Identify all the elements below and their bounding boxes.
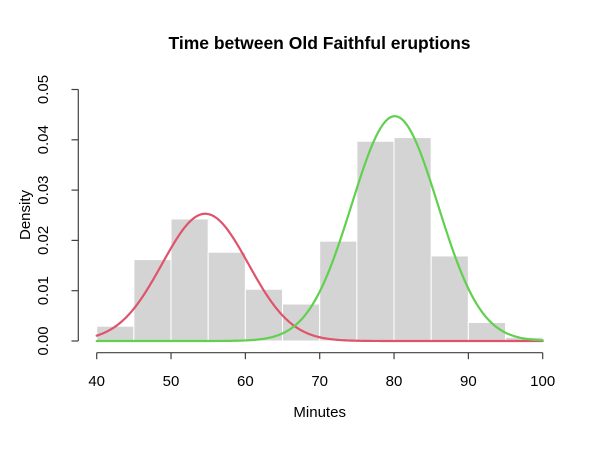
x-tick-label: 100 xyxy=(530,373,555,390)
x-tick-label: 70 xyxy=(311,373,328,390)
tick-labels: 40 50 60 70 80 90 100 0.00 0.01 0.02 0.03 0.04 0.05 xyxy=(35,75,555,390)
density-curves xyxy=(95,115,544,343)
x-tick-label: 50 xyxy=(163,373,180,390)
y-tick-label: 0.02 xyxy=(35,226,52,255)
density-curve-mixture-component-1 xyxy=(95,212,544,343)
x-tick-label: 40 xyxy=(88,373,105,390)
y-tick-label: 0.03 xyxy=(35,175,52,204)
y-tick-label: 0.04 xyxy=(35,125,52,154)
x-tick-label: 60 xyxy=(237,373,254,390)
chart-title: Time between Old Faithful eruptions xyxy=(168,33,470,53)
histogram-bar xyxy=(430,255,469,342)
x-tick-label: 90 xyxy=(460,373,477,390)
histogram-bars xyxy=(96,137,544,342)
y-tick-label: 0.00 xyxy=(35,326,52,355)
y-tick-label: 0.01 xyxy=(35,276,52,305)
histogram-bar xyxy=(170,218,209,342)
x-axis-label: Minutes xyxy=(293,404,346,421)
histogram-bar xyxy=(319,240,358,342)
y-axis-label: Density xyxy=(17,189,34,240)
histogram-bar xyxy=(467,321,507,342)
histogram-bar xyxy=(207,251,246,342)
density-curve-mixture-component-2 xyxy=(95,115,544,343)
y-tick-label: 0.05 xyxy=(35,75,52,104)
x-tick-label: 80 xyxy=(386,373,403,390)
histogram-bar xyxy=(244,288,284,342)
axes xyxy=(71,88,544,360)
